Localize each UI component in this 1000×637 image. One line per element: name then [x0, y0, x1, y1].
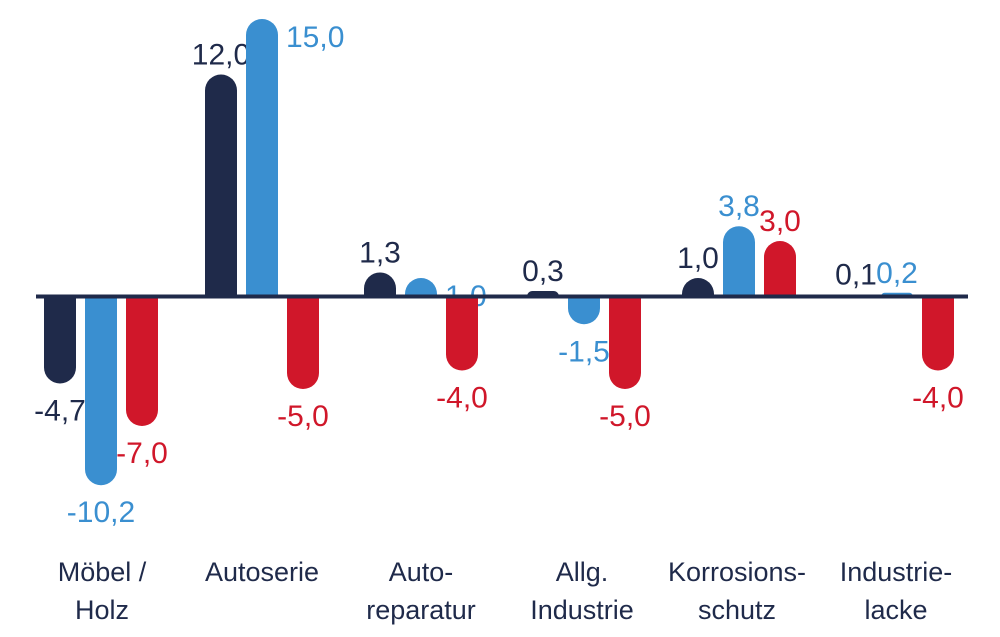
bar-1-2	[287, 296, 319, 389]
category-label-4-0: Korrosions-	[668, 557, 806, 587]
data-label-4-0: 1,0	[677, 242, 719, 275]
bar-1-1	[246, 19, 278, 297]
data-label-1-1: 15,0	[286, 21, 344, 54]
bar-4-2	[764, 241, 796, 297]
category-label-1-0: Autoserie	[205, 557, 319, 587]
category-label-3-1: Industrie	[530, 595, 634, 625]
data-label-5-0: 0,1	[835, 259, 877, 292]
category-label-3-0: Allg.	[556, 557, 609, 587]
bar-0-2	[126, 296, 158, 426]
bar-2-1	[405, 278, 437, 297]
data-label-1-0: 12,0	[192, 39, 250, 72]
bar-4-0	[682, 278, 714, 297]
category-label-2-1: reparatur	[366, 595, 476, 625]
data-label-4-1: 3,8	[718, 190, 760, 223]
bar-2-2	[446, 296, 478, 371]
data-label-2-2: -4,0	[436, 382, 488, 415]
data-label-5-2: -4,0	[912, 382, 964, 415]
bar-5-2	[922, 296, 954, 371]
data-label-3-0: 0,3	[522, 255, 564, 288]
data-label-4-2: 3,0	[759, 205, 801, 238]
data-label-0-1: -10,2	[67, 496, 135, 529]
data-label-3-2: -5,0	[599, 400, 651, 433]
bar-4-1	[723, 226, 755, 297]
category-label-5-0: Industrie-	[840, 557, 953, 587]
data-label-0-0: -4,7	[34, 394, 86, 427]
category-label-0-0: Möbel /	[58, 557, 147, 587]
bar-3-1	[568, 296, 600, 325]
bar-0-1	[85, 296, 117, 486]
data-label-3-1: -1,5	[558, 335, 610, 368]
data-label-5-1: 0,2	[876, 257, 918, 290]
bar-0-0	[44, 296, 76, 384]
bar-2-0	[364, 272, 396, 297]
bar-1-0	[205, 74, 237, 297]
category-label-5-1: lacke	[864, 595, 927, 625]
data-label-1-2: -5,0	[277, 400, 329, 433]
data-label-0-2: -7,0	[116, 437, 168, 470]
category-label-2-0: Auto-	[389, 557, 454, 587]
bar-3-2	[609, 296, 641, 389]
category-label-0-1: Holz	[75, 595, 129, 625]
category-label-4-1: schutz	[698, 595, 776, 625]
data-label-2-0: 1,3	[359, 236, 401, 269]
